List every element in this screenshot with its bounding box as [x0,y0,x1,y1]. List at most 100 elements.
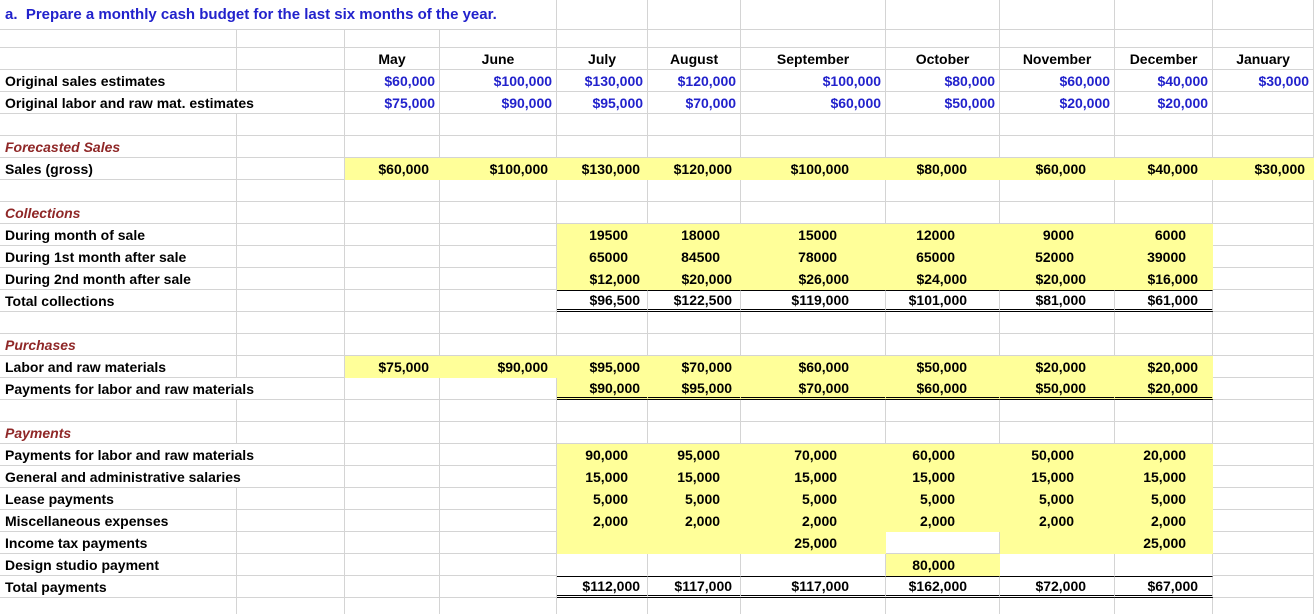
cell[interactable] [1000,532,1116,554]
cell[interactable]: $80,000 [886,158,1001,180]
cell[interactable] [1213,510,1314,532]
row-label[interactable]: Original labor and raw mat. estimates [0,92,345,114]
empty-cell[interactable] [1000,202,1116,224]
cell[interactable] [1213,268,1314,290]
cell[interactable]: $72,000 [1000,576,1116,598]
cell[interactable]: $130,000 [557,70,649,92]
empty-cell[interactable] [886,312,1001,334]
empty-cell[interactable] [237,268,345,290]
cell[interactable]: $100,000 [741,70,887,92]
cell[interactable] [440,290,558,312]
cell[interactable]: 50,000 [1000,444,1116,466]
empty-cell[interactable] [1115,0,1214,30]
empty-cell[interactable] [1000,0,1116,30]
cell[interactable]: 15,000 [1115,466,1214,488]
empty-cell[interactable] [237,290,345,312]
sheet-title[interactable]: a. Prepare a monthly cash budget for the… [0,0,558,30]
cell[interactable]: $60,000 [1000,70,1116,92]
empty-cell[interactable] [1213,180,1314,202]
column-header[interactable]: June [440,48,558,70]
empty-cell[interactable] [1000,136,1116,158]
cell[interactable] [345,246,440,268]
empty-cell[interactable] [741,598,887,614]
empty-cell[interactable] [237,576,345,598]
cell[interactable]: $130,000 [557,158,649,180]
cell[interactable]: 25,000 [1115,532,1214,554]
cell[interactable]: 52000 [1000,246,1116,268]
empty-cell[interactable] [440,422,558,444]
empty-cell[interactable] [440,30,558,48]
cell[interactable]: $120,000 [648,158,742,180]
empty-cell[interactable] [1115,334,1214,356]
empty-cell[interactable] [440,180,558,202]
cell[interactable]: $100,000 [440,70,558,92]
cell[interactable]: 15,000 [886,466,1001,488]
empty-cell[interactable] [1000,312,1116,334]
cell[interactable]: $60,000 [1000,158,1116,180]
empty-cell[interactable] [237,180,345,202]
cell[interactable]: $60,000 [741,356,887,378]
cell[interactable]: $90,000 [440,92,558,114]
row-label[interactable]: Miscellaneous expenses [0,510,237,532]
empty-cell[interactable] [1213,202,1314,224]
cell[interactable]: $20,000 [1115,92,1214,114]
empty-cell[interactable] [741,202,887,224]
empty-cell[interactable] [237,136,345,158]
cell[interactable] [1115,554,1214,576]
cell[interactable]: $100,000 [741,158,887,180]
empty-cell[interactable] [886,30,1001,48]
cell[interactable]: $20,000 [1115,378,1214,400]
empty-cell[interactable] [741,180,887,202]
cell[interactable] [1213,356,1314,378]
empty-cell[interactable] [741,0,887,30]
empty-cell[interactable] [886,136,1001,158]
column-header[interactable]: September [741,48,887,70]
empty-cell[interactable] [237,30,345,48]
cell[interactable] [1213,488,1314,510]
cell[interactable]: 95,000 [648,444,742,466]
row-label[interactable]: Payments for labor and raw materials [0,378,345,400]
empty-cell[interactable] [648,598,742,614]
empty-cell[interactable] [741,136,887,158]
cell[interactable]: $20,000 [1115,356,1214,378]
cell[interactable] [648,532,742,554]
empty-cell[interactable] [0,312,237,334]
cell[interactable]: $120,000 [648,70,742,92]
cell[interactable] [1213,92,1314,114]
empty-cell[interactable] [1000,598,1116,614]
column-header[interactable]: August [648,48,742,70]
empty-cell[interactable] [1213,422,1314,444]
empty-cell[interactable] [345,400,440,422]
empty-cell[interactable] [741,334,887,356]
cell[interactable]: $75,000 [345,92,440,114]
cell[interactable]: $162,000 [886,576,1001,598]
cell[interactable]: $67,000 [1115,576,1214,598]
cell[interactable]: $95,000 [557,356,649,378]
empty-cell[interactable] [0,114,237,136]
empty-cell[interactable] [1000,334,1116,356]
cell[interactable]: $112,000 [557,576,649,598]
cell[interactable]: 84500 [648,246,742,268]
cell[interactable]: 5,000 [1115,488,1214,510]
cell[interactable]: $12,000 [557,268,649,290]
empty-cell[interactable] [345,598,440,614]
cell[interactable]: $40,000 [1115,158,1214,180]
empty-cell[interactable] [557,598,649,614]
empty-cell[interactable] [1000,422,1116,444]
empty-cell[interactable] [237,598,345,614]
cell[interactable]: $100,000 [440,158,558,180]
cell[interactable] [1213,576,1314,598]
cell[interactable] [440,576,558,598]
cell[interactable]: $20,000 [1000,356,1116,378]
empty-cell[interactable] [237,532,345,554]
cell[interactable]: $75,000 [345,356,440,378]
empty-cell[interactable] [648,0,742,30]
empty-cell[interactable] [1213,136,1314,158]
row-label[interactable]: Total collections [0,290,237,312]
cell[interactable] [345,488,440,510]
cell[interactable]: $60,000 [741,92,887,114]
cell[interactable]: 80,000 [886,554,1001,576]
cell[interactable]: 19500 [557,224,649,246]
cell[interactable]: $24,000 [886,268,1001,290]
empty-cell[interactable] [886,422,1001,444]
